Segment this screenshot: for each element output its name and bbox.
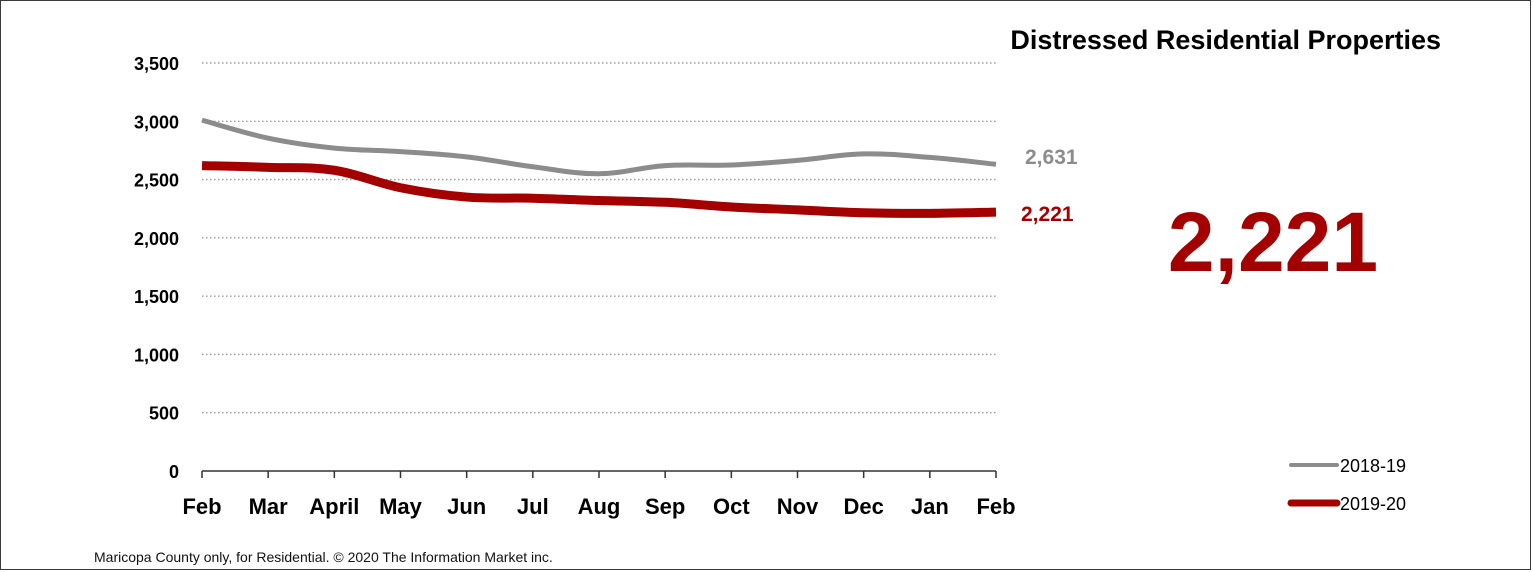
x-tick-label: Feb — [182, 494, 221, 519]
series-line-2018-19 — [201, 117, 997, 177]
tick-labels: 0 500 1,000 1,500 2,000 2,500 3,000 3,500 Feb Mar… — [134, 54, 1016, 519]
x-tick-label: Nov — [777, 494, 819, 519]
legend-label-2019-20: 2019-20 — [1340, 494, 1406, 514]
chart-title: Distressed Residential Properties — [1010, 25, 1441, 55]
y-tick-label: 500 — [149, 404, 179, 424]
y-tick-label: 2,000 — [134, 229, 179, 249]
x-tick-label: Aug — [578, 494, 621, 519]
x-tick-label: Feb — [976, 494, 1015, 519]
footer-note: Maricopa County only, for Residential. ©… — [94, 549, 553, 565]
y-tick-label: 1,000 — [134, 345, 179, 365]
x-tick-label: April — [309, 494, 359, 519]
y-tick-label: 0 — [169, 462, 179, 482]
y-tick-label: 2,500 — [134, 171, 179, 191]
highlight-value: 2,221 — [1168, 195, 1378, 289]
series-lines — [201, 117, 997, 218]
x-tick-label: Dec — [843, 494, 883, 519]
x-tick-label: Jul — [517, 494, 549, 519]
x-tick-label: May — [379, 494, 423, 519]
legend: 2018-19 2019-20 — [1287, 456, 1406, 514]
series-line-2019-20 — [201, 161, 997, 218]
x-tick-label: Jan — [911, 494, 949, 519]
gridlines — [202, 62, 996, 414]
x-tick-label: Sep — [645, 494, 685, 519]
x-axis — [201, 470, 997, 478]
x-tick-label: Oct — [713, 494, 750, 519]
y-tick-label: 1,500 — [134, 287, 179, 307]
y-tick-label: 3,000 — [134, 112, 179, 132]
end-label-2018-19: 2,631 — [1025, 146, 1078, 169]
y-tick-label: 3,500 — [134, 54, 179, 74]
x-tick-label: Jun — [447, 494, 486, 519]
legend-label-2018-19: 2018-19 — [1340, 456, 1406, 476]
x-tick-label: Mar — [249, 494, 289, 519]
end-label-2019-20: 2,221 — [1021, 203, 1074, 226]
